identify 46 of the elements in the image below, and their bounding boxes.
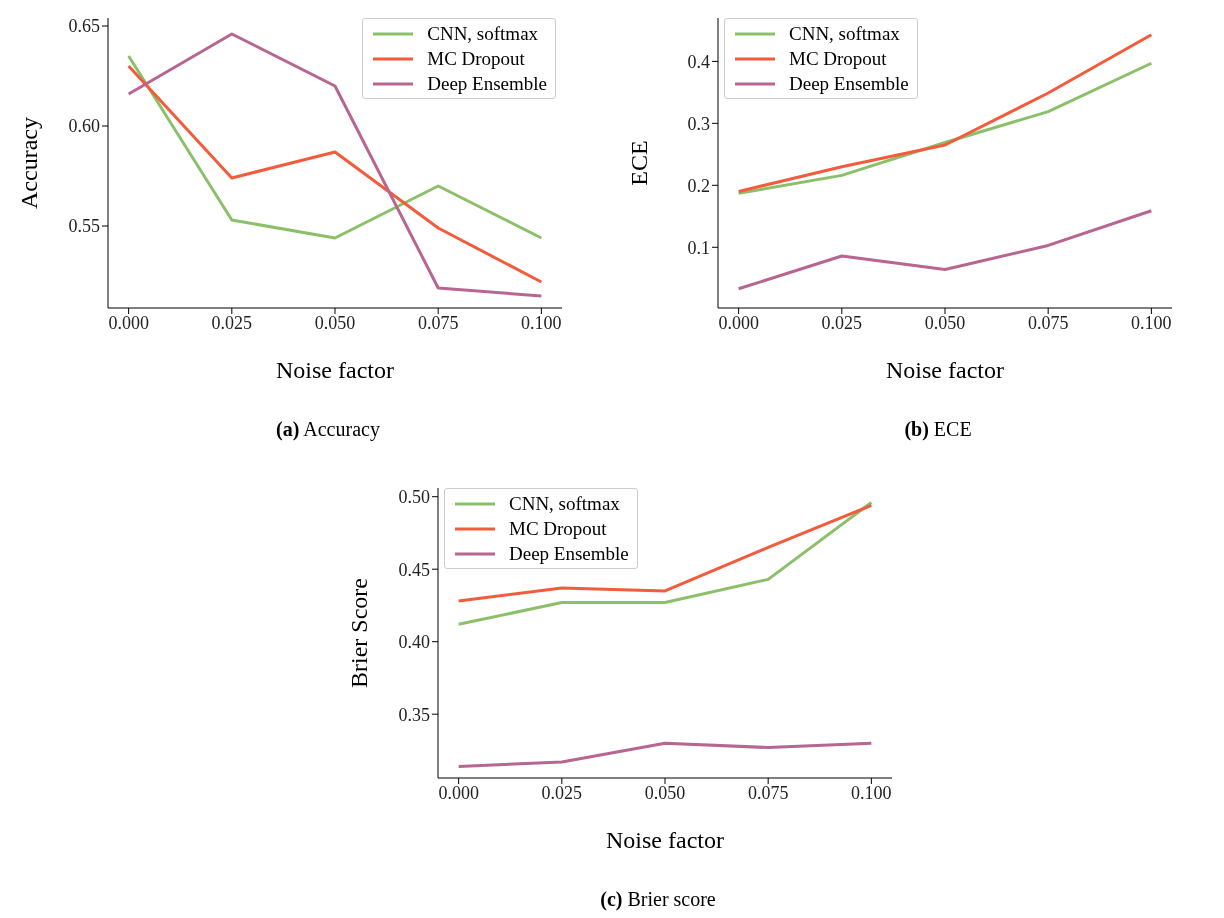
x-tick-label: 0.075 <box>747 782 789 803</box>
legend-label: CNN, softmax <box>427 22 539 45</box>
y-tick-label: 0.55 <box>68 216 100 237</box>
legend-label: MC Dropout <box>789 47 887 70</box>
text: (b) ECE <box>903 418 973 441</box>
legend-label: CNN, softmax <box>789 22 900 45</box>
x-tick-label: 0.100 <box>851 782 892 803</box>
legend-label: MC Dropout <box>427 47 525 70</box>
line-series <box>457 741 873 768</box>
x-tick-label: 0.075 <box>417 312 459 333</box>
x-tick-label: 0.050 <box>314 312 356 333</box>
x-axis-title: Noise factor <box>606 827 724 853</box>
line-series <box>737 209 1153 291</box>
x-tick-label: 0.025 <box>821 312 863 333</box>
x-tick-label: 0.050 <box>924 312 966 333</box>
y-tick-label: 0.3 <box>687 113 710 134</box>
y-tick-label: 0.40 <box>398 632 430 653</box>
x-tick-label: 0.075 <box>1027 312 1069 333</box>
x-tick-label: 0.000 <box>108 312 149 333</box>
x-tick-label: 0.025 <box>541 782 583 803</box>
y-axis-title: Accuracy <box>15 117 42 209</box>
legend-label: CNN, softmax <box>509 492 620 515</box>
legend-label: Deep Ensemble <box>509 542 629 565</box>
x-tick-label: 0.025 <box>211 312 253 333</box>
y-tick-label: 0.2 <box>687 175 710 196</box>
y-tick-label: 0.1 <box>687 237 710 258</box>
legend-label: Deep Ensemble <box>789 72 909 95</box>
y-tick-label: 0.65 <box>68 16 100 37</box>
y-tick-label: 0.60 <box>68 116 100 137</box>
text: (a) Accuracy <box>275 418 381 441</box>
y-tick-label: 0.45 <box>398 559 430 580</box>
y-axis-title: Brier Score <box>345 578 372 688</box>
x-tick-label: 0.000 <box>718 312 759 333</box>
x-tick-label: 0.000 <box>438 782 479 803</box>
x-axis-title: Noise factor <box>886 357 1004 383</box>
y-tick-label: 0.35 <box>398 704 430 725</box>
y-axis-title: ECE <box>625 140 652 186</box>
x-tick-label: 0.100 <box>521 312 562 333</box>
y-tick-label: 0.4 <box>687 51 710 72</box>
y-tick-label: 0.50 <box>398 487 430 508</box>
text: (c) Brier score <box>599 888 717 911</box>
x-tick-label: 0.100 <box>1131 312 1172 333</box>
x-tick-label: 0.050 <box>644 782 686 803</box>
x-axis-title: Noise factor <box>276 357 394 383</box>
legend-label: Deep Ensemble <box>427 72 547 95</box>
legend-label: MC Dropout <box>509 517 607 540</box>
